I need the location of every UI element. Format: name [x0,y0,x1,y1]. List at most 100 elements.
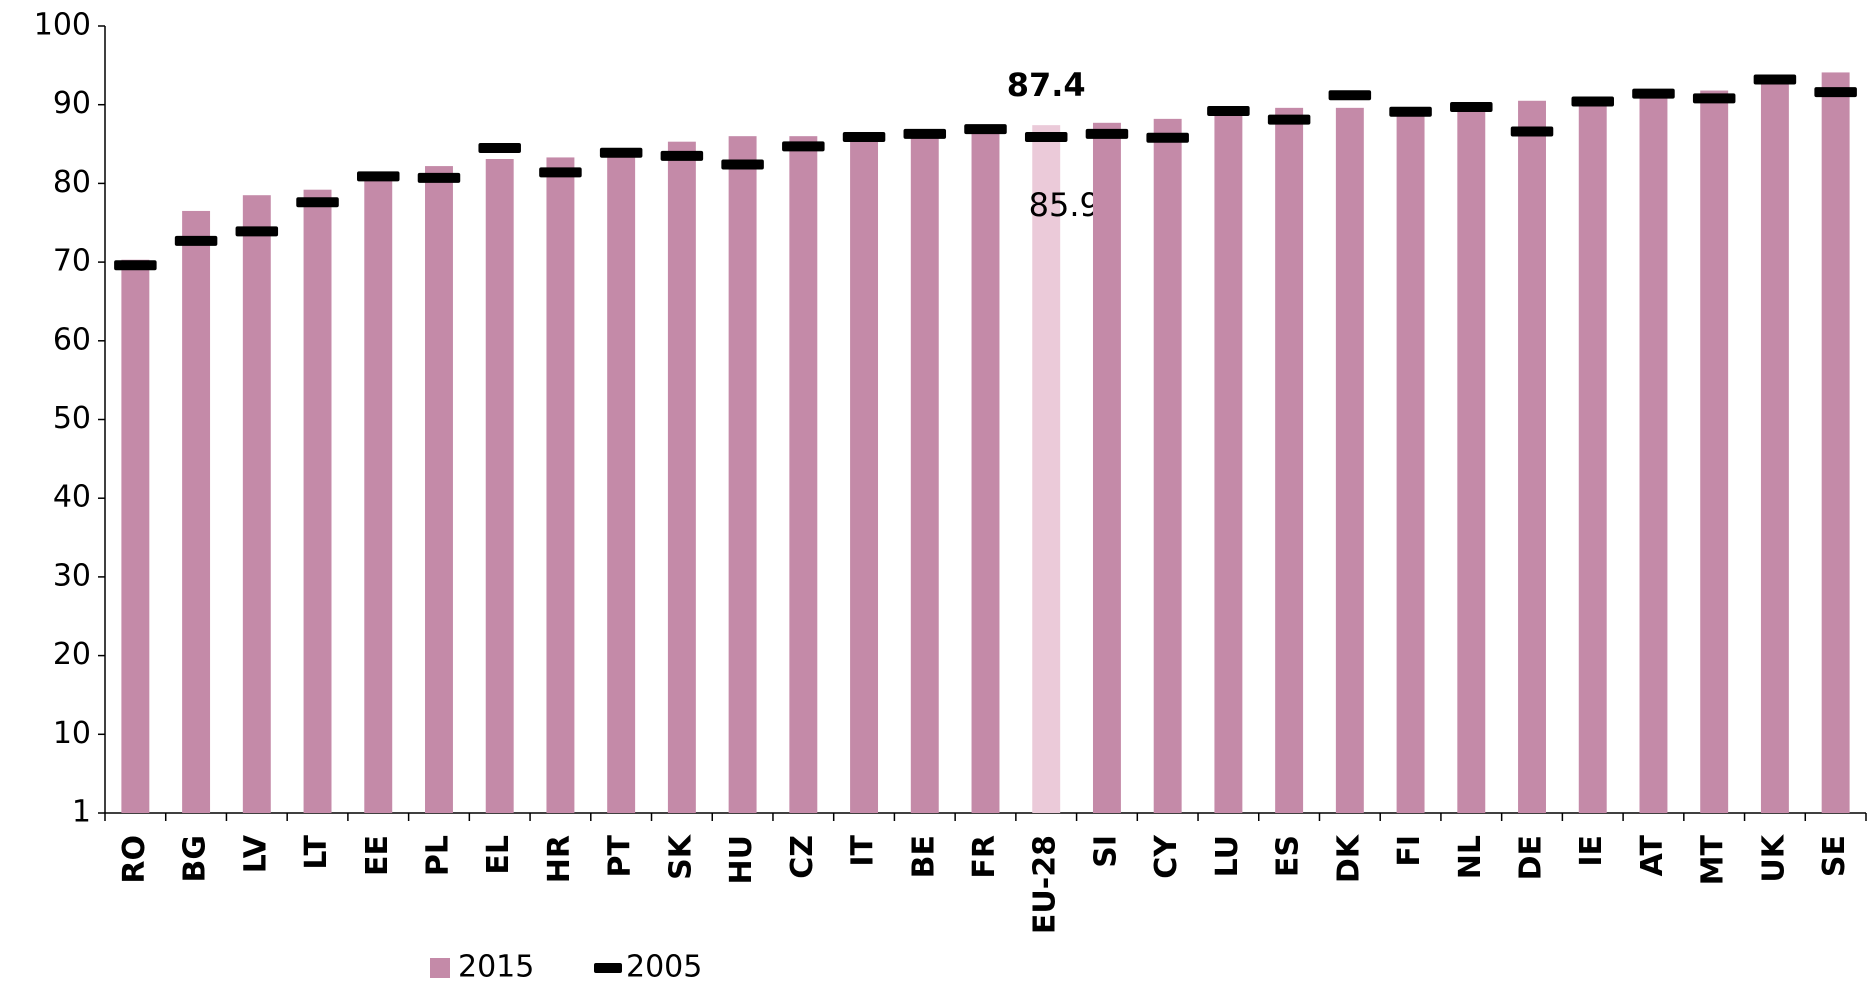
y-tick-label: 60 [53,322,91,357]
value-label: 85.9 [1029,186,1100,224]
x-tick-label: BE [906,835,941,878]
marker-2005 [417,172,461,183]
marker-2005 [235,226,279,237]
legend-swatch [430,958,450,978]
marker-2005 [1085,128,1129,139]
marker-2005 [1571,96,1614,107]
bar [1760,78,1789,813]
y-tick-label: 10 [53,716,91,751]
marker-2005 [1632,88,1675,99]
marker-2005 [782,141,825,152]
bar [789,136,818,813]
bar [728,136,757,813]
x-tick-label: SI [1088,835,1123,868]
x-tick-label: LU [1210,835,1245,877]
marker-2005 [296,197,339,208]
y-tick-label: 40 [53,480,91,515]
x-tick-label: EE [360,835,395,876]
marker-2005 [1024,131,1068,142]
bar [425,166,453,813]
bar [1639,93,1668,813]
bar [242,195,271,813]
x-tick-label: LV [238,834,273,873]
bar [607,151,636,814]
marker-2005 [1814,87,1857,98]
marker-2005 [1207,105,1250,116]
marker-2005 [1267,114,1311,125]
x-tick-label: IT [846,834,881,866]
bar [850,136,879,813]
y-tick-label: 20 [53,637,91,672]
legend-label: 2015 [458,950,534,985]
x-tick-label: SK [663,833,698,880]
bar [182,210,211,813]
bar [910,134,939,813]
x-tick-label: PL [420,835,455,876]
bar [1275,107,1304,813]
x-tick-label: CY [1149,834,1184,879]
x-tick-label: DK [1331,833,1366,883]
x-tick-label: PT [603,834,638,877]
value-label: 87.4 [1007,66,1086,104]
bar [1457,106,1486,814]
x-tick-label: HR [542,835,577,883]
marker-2005 [1389,106,1432,117]
marker-2005 [964,124,1007,135]
bar [1092,122,1121,813]
marker-2005 [660,150,704,161]
x-tick-label: FI [1392,835,1427,867]
x-tick-label: ES [1271,835,1306,877]
marker-2005 [357,171,400,182]
bar [485,159,514,814]
marker-2005 [599,147,643,158]
x-tick-label: MT [1696,834,1731,885]
marker-2005 [1692,93,1736,104]
bar [303,189,332,814]
bar [1700,90,1729,813]
x-tick-label: DE [1514,835,1549,880]
bar [364,175,393,813]
marker-2005 [1510,126,1554,137]
marker-2005 [174,235,218,246]
bar [1335,107,1364,813]
x-tick-label: EU-28 [1028,835,1063,934]
x-tick-label: IE [1574,835,1609,867]
marker-2005 [1450,102,1493,113]
y-tick-label: 1 [72,795,91,830]
x-tick-label: CZ [785,835,820,879]
legend-label: 2005 [626,950,702,985]
x-tick-label: FR [967,835,1002,879]
x-tick-label: SE [1817,835,1852,877]
bar [1518,100,1546,813]
x-tick-label: AT [1635,834,1670,876]
marker-2005 [478,142,521,153]
x-tick-label: LT [299,834,334,869]
marker-2005 [1328,90,1372,101]
y-tick-label: 70 [53,244,91,279]
y-tick-label: 30 [53,558,91,593]
marker-2005 [114,260,157,271]
y-tick-label: 80 [53,165,91,200]
bar [1821,72,1850,814]
y-tick-label: 100 [34,8,91,43]
bar [971,128,1000,813]
y-tick-label: 50 [53,401,91,436]
marker-2005 [539,167,582,178]
x-tick-label: RO [117,835,152,884]
x-tick-label: UK [1756,833,1791,882]
marker-2005 [842,131,886,142]
marker-2005 [1146,132,1189,143]
x-tick-label: HU [724,835,759,884]
bar [1153,118,1182,814]
marker-2005 [903,128,947,139]
bar [1578,100,1607,813]
x-tick-label: NL [1453,835,1488,879]
x-tick-label: EL [481,835,516,875]
bar [121,259,150,813]
y-tick-label: 90 [53,86,91,121]
marker-2005 [1753,74,1797,85]
bar [546,157,575,813]
legend-swatch [594,963,622,973]
marker-2005 [721,159,764,170]
